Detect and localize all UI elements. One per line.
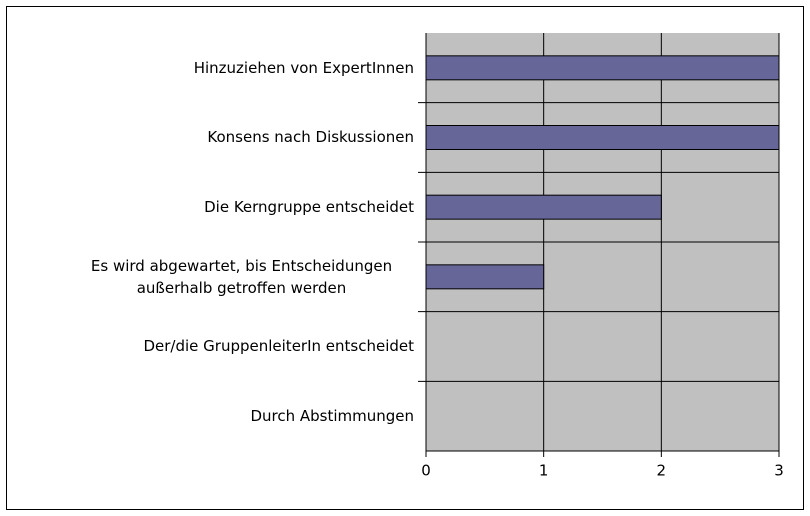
x-tick-label: 2 <box>657 462 667 480</box>
y-tick-label-box: Es wird abgewartet, bis Entscheidungen a… <box>69 242 414 312</box>
y-tick-label: Die Kerngruppe entscheidet <box>204 198 414 217</box>
y-tick-label: Konsens nach Diskussionen <box>207 128 414 147</box>
bar <box>425 55 780 81</box>
bar <box>425 125 780 150</box>
x-tick-label: 3 <box>774 462 784 480</box>
y-tick-label-box: Durch Abstimmungen <box>250 381 414 451</box>
x-tick-label: 0 <box>421 462 431 480</box>
bar <box>425 194 662 220</box>
y-tick-label-box: Die Kerngruppe entscheidet <box>204 172 414 242</box>
bar <box>425 264 545 290</box>
y-tick-label: Durch Abstimmungen <box>250 407 414 426</box>
y-tick-label: Es wird abgewartet, bis Entscheidungen a… <box>90 256 393 297</box>
y-tick-label-box: Hinzuziehen von ExpertInnen <box>194 33 414 103</box>
y-tick-label: Der/die GruppenleiterIn entscheidet <box>143 337 414 356</box>
x-tick-label: 1 <box>539 462 549 480</box>
y-tick-label: Hinzuziehen von ExpertInnen <box>193 58 414 77</box>
y-tick-label-box: Der/die GruppenleiterIn entscheidet <box>143 312 414 382</box>
y-tick-label-box: Konsens nach Diskussionen <box>207 103 414 173</box>
